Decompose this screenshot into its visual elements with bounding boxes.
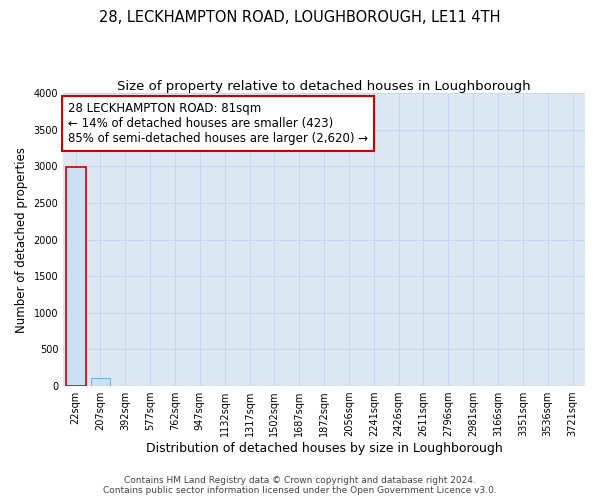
Y-axis label: Number of detached properties: Number of detached properties [15, 146, 28, 332]
Bar [65, 167, 86, 386]
Text: 28 LECKHAMPTON ROAD: 81sqm
← 14% of detached houses are smaller (423)
85% of sem: 28 LECKHAMPTON ROAD: 81sqm ← 14% of deta… [68, 102, 368, 145]
Text: 28, LECKHAMPTON ROAD, LOUGHBOROUGH, LE11 4TH: 28, LECKHAMPTON ROAD, LOUGHBOROUGH, LE11… [99, 10, 501, 25]
Bar [91, 378, 110, 386]
Text: Contains HM Land Registry data © Crown copyright and database right 2024.
Contai: Contains HM Land Registry data © Crown c… [103, 476, 497, 495]
Title: Size of property relative to detached houses in Loughborough: Size of property relative to detached ho… [117, 80, 531, 93]
X-axis label: Distribution of detached houses by size in Loughborough: Distribution of detached houses by size … [146, 442, 502, 455]
